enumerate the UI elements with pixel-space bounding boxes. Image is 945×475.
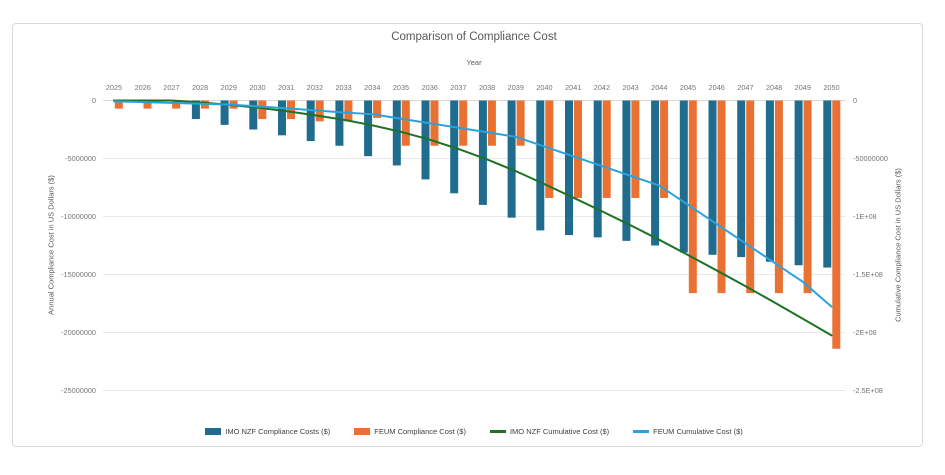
chart-title: Comparison of Compliance Cost [391,31,557,43]
legend-line-swatch [489,430,506,433]
bar-imo-nzf-2028[interactable] [191,100,200,120]
year-label-2029: 2029 [221,83,237,92]
year-label-2030: 2030 [249,83,265,92]
year-label-2036: 2036 [422,83,438,92]
year-label-2039: 2039 [508,83,524,92]
year-label-2045: 2045 [680,83,696,92]
bar-feum-2026[interactable] [143,100,152,109]
bar-feum-2034[interactable] [373,100,382,118]
bar-imo-nzf-2031[interactable] [278,100,286,136]
bar-feum-2030[interactable] [258,100,267,120]
year-label-2041: 2041 [565,83,581,92]
bar-feum-2045[interactable] [688,100,697,294]
year-label-2035: 2035 [393,83,409,92]
bar-feum-2031[interactable] [287,100,295,120]
bar-imo-nzf-2046[interactable] [708,100,717,255]
left-axis-tick: -5000000 [65,154,96,163]
right-axis-tick: -1.5E+08 [853,270,883,279]
bar-feum-2042[interactable] [602,100,611,198]
bar-imo-nzf-2047[interactable] [737,100,746,258]
bar-imo-nzf-2050[interactable] [823,100,832,268]
legend-label: IMO NZF Compliance Costs ($) [225,427,331,436]
x-axis-title: Year [466,58,482,67]
right-axis-tick: 0 [853,96,857,105]
year-label-2037: 2037 [450,83,466,92]
year-label-2046: 2046 [709,83,725,92]
bar-feum-2039[interactable] [516,100,525,146]
year-label-2049: 2049 [795,83,811,92]
year-label-2047: 2047 [737,83,753,92]
left-axis-tick: -10000000 [61,212,96,221]
legend-bar-swatch [205,428,222,435]
year-label-2040: 2040 [536,83,552,92]
bar-imo-nzf-2049[interactable] [794,100,803,266]
legend-item-4[interactable]: FEUM Cumulative Cost ($) [633,427,743,436]
bar-imo-nzf-2033[interactable] [335,100,344,146]
legend-label: FEUM Cumulative Cost ($) [653,427,743,436]
bar-feum-2035[interactable] [401,100,410,146]
year-label-2031: 2031 [278,83,294,92]
bar-imo-nzf-2043[interactable] [622,100,631,241]
year-label-2044: 2044 [651,83,667,92]
legend-item-3[interactable]: IMO NZF Cumulative Cost ($) [489,427,610,436]
left-axis-tick: -15000000 [61,270,96,279]
bar-imo-nzf-2042[interactable] [593,100,602,238]
legend-label: FEUM Compliance Cost ($) [374,427,466,436]
bar-imo-nzf-2038[interactable] [478,100,487,205]
bar-imo-nzf-2041[interactable] [565,100,573,236]
bar-imo-nzf-2034[interactable] [364,100,373,157]
bar-feum-2044[interactable] [660,100,669,198]
bar-feum-2041[interactable] [574,100,582,198]
bar-feum-2037[interactable] [459,100,468,146]
bar-imo-nzf-2048[interactable] [765,100,774,262]
right-axis-tick: -50000000 [853,154,888,163]
bar-feum-2047[interactable] [746,100,755,294]
legend-label: IMO NZF Cumulative Cost ($) [509,427,610,436]
bar-feum-2046[interactable] [717,100,726,294]
bar-imo-nzf-2040[interactable] [536,100,545,231]
bar-feum-2050[interactable] [832,100,841,349]
year-label-2025: 2025 [106,83,122,92]
bar-imo-nzf-2045[interactable] [679,100,688,253]
line-feum-cumulative[interactable] [113,100,833,308]
legend-bar-swatch [354,428,371,435]
legend-item-2[interactable]: FEUM Compliance Cost ($) [354,427,466,436]
bar-imo-nzf-2029[interactable] [220,100,229,125]
bar-feum-2038[interactable] [487,100,496,146]
year-label-2043: 2043 [622,83,638,92]
bar-imo-nzf-2035[interactable] [392,100,401,166]
legend-line-swatch [633,430,650,433]
year-label-2026: 2026 [135,83,151,92]
year-label-2050: 2050 [823,83,839,92]
legend: IMO NZF Compliance Costs ($) FEUM Complia… [103,427,845,436]
bar-imo-nzf-2032[interactable] [306,100,315,142]
year-label-2032: 2032 [307,83,323,92]
year-label-2028: 2028 [192,83,208,92]
bar-feum-2043[interactable] [631,100,640,198]
bar-imo-nzf-2030[interactable] [249,100,258,130]
year-label-2038: 2038 [479,83,495,92]
bar-feum-2025[interactable] [114,100,123,109]
left-axis-tick: -25000000 [61,386,96,395]
bar-feum-2033[interactable] [344,100,353,122]
bar-imo-nzf-2039[interactable] [507,100,516,218]
year-label-2048: 2048 [766,83,782,92]
year-label-2027: 2027 [163,83,179,92]
year-label-2042: 2042 [594,83,610,92]
bar-imo-nzf-2044[interactable] [651,100,660,246]
year-label-2034: 2034 [364,83,380,92]
left-axis-tick: 0 [92,96,96,105]
year-label-2033: 2033 [335,83,351,92]
right-axis-tick: -1E+08 [853,212,877,221]
bar-feum-2048[interactable] [774,100,783,294]
left-axis-tick: -20000000 [61,328,96,337]
bar-imo-nzf-2036[interactable] [421,100,430,180]
bar-feum-2049[interactable] [803,100,812,294]
right-axis-tick: -2.5E+08 [853,386,883,395]
bar-feum-2027[interactable] [172,100,181,109]
right-axis-tick: -2E+08 [853,328,877,337]
legend-item-1[interactable]: IMO NZF Compliance Costs ($) [205,427,330,436]
